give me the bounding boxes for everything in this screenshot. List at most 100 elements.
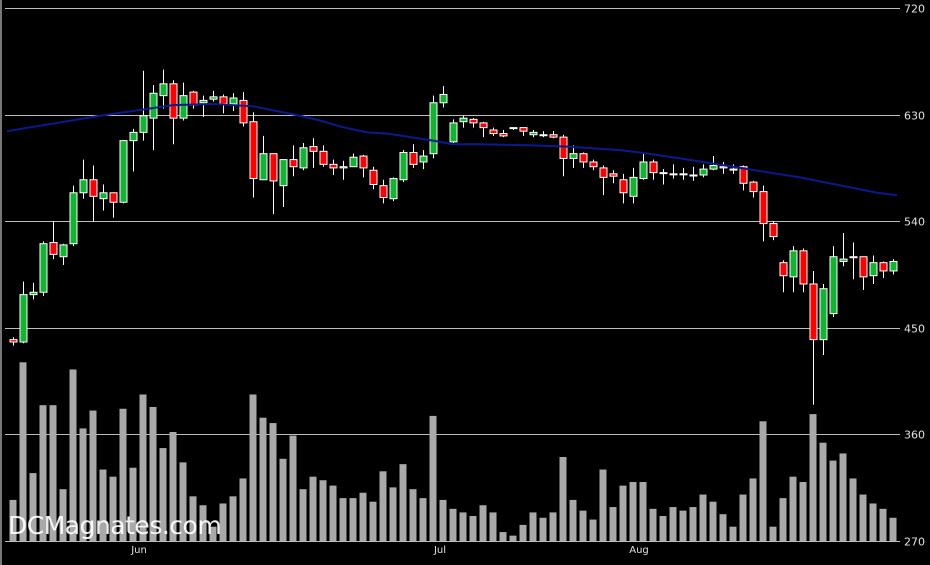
- y-tick-label: 630: [904, 110, 925, 123]
- volume-bar: [269, 423, 277, 541]
- candle-up: [69, 192, 78, 245]
- candle-down: [549, 134, 558, 138]
- candle-down: [689, 174, 698, 177]
- candle-down: [219, 96, 228, 105]
- candle-down: [729, 168, 738, 171]
- volume-bar: [349, 498, 357, 541]
- candle-up: [349, 156, 358, 168]
- candle-up: [159, 83, 168, 97]
- volume-bar: [299, 489, 307, 541]
- candle-down: [169, 83, 178, 119]
- volume-bar: [669, 507, 677, 541]
- candle-up: [869, 262, 878, 277]
- candle-up: [399, 152, 408, 181]
- volume-bar: [659, 515, 667, 541]
- candle-down: [379, 185, 388, 199]
- candle-up: [229, 97, 238, 105]
- volume-bar: [589, 519, 597, 541]
- candle-down: [649, 161, 658, 174]
- candle-up: [119, 140, 128, 203]
- volume-bar: [109, 476, 117, 541]
- y-tick-label: 270: [904, 536, 925, 549]
- volume-bar: [99, 469, 107, 541]
- volume-bar: [579, 510, 587, 541]
- volume-bar: [809, 414, 817, 541]
- candle-down: [849, 256, 858, 259]
- candle-down: [679, 173, 688, 176]
- volume-bar: [409, 489, 417, 541]
- candle-down: [329, 163, 338, 169]
- volume-bar: [89, 410, 97, 541]
- candle-down: [599, 167, 608, 178]
- volume-bar: [169, 431, 177, 541]
- candle-down: [779, 262, 788, 277]
- y-tick-label: 540: [904, 216, 925, 229]
- candle-down: [269, 153, 278, 182]
- volume-bar: [159, 448, 167, 541]
- candle-up: [29, 291, 38, 296]
- volume-bar: [229, 496, 237, 541]
- volume-bar: [509, 535, 517, 541]
- volume-bar: [39, 405, 47, 541]
- candle-down: [739, 166, 748, 184]
- volume-bar: [419, 498, 427, 541]
- candle-down: [239, 99, 248, 124]
- volume-bar: [549, 512, 557, 541]
- volume-bar: [769, 526, 777, 541]
- volume-bar: [249, 394, 257, 541]
- candle-down: [309, 146, 318, 152]
- volume-bar: [489, 512, 497, 541]
- candle-up: [709, 165, 718, 170]
- candle-down: [659, 172, 668, 175]
- volume-bar: [209, 526, 217, 541]
- moving-average: [6, 102, 898, 197]
- candle-down: [589, 161, 598, 168]
- volume-bar: [709, 501, 717, 541]
- volume-bar: [319, 480, 327, 541]
- candle-up: [279, 159, 288, 187]
- candle-down: [189, 91, 198, 106]
- volume-bar: [389, 487, 397, 541]
- volume-bar: [479, 505, 487, 541]
- volume-bar: [649, 508, 657, 541]
- candle-down: [249, 121, 258, 180]
- volume-bar: [289, 435, 297, 541]
- candle-up: [529, 131, 538, 136]
- candle-down: [619, 179, 628, 194]
- volume-bar: [449, 508, 457, 541]
- volume-bar: [59, 489, 67, 541]
- candle-down: [799, 250, 808, 285]
- candle-down: [9, 339, 18, 343]
- candle-up: [149, 92, 158, 119]
- volume-bar: [469, 515, 477, 541]
- volume-bar: [29, 473, 37, 541]
- candle-up: [419, 155, 428, 163]
- volume-bar: [859, 494, 867, 541]
- volume-bar: [499, 532, 507, 541]
- candle-down: [319, 150, 328, 165]
- volume-bar: [19, 362, 27, 541]
- volume-bar: [129, 467, 137, 541]
- candle-down: [579, 153, 588, 163]
- candle-down: [359, 155, 368, 169]
- volume-bar: [879, 508, 887, 541]
- candle-up: [59, 244, 68, 258]
- y-tick-label: 720: [904, 3, 925, 16]
- candle-up: [699, 168, 708, 176]
- candles: [9, 69, 898, 405]
- volume-bar: [819, 442, 827, 541]
- x-axis: Jun Jul Aug: [130, 545, 649, 556]
- volume-bar: [539, 517, 547, 541]
- volume-bar: [609, 507, 617, 541]
- watermark-logo: DCMagnates.com: [8, 511, 222, 540]
- candle-down: [479, 122, 488, 129]
- candle-up: [629, 176, 638, 197]
- candle-down: [89, 179, 98, 197]
- volume-bar: [699, 494, 707, 541]
- moving-average-line: [6, 102, 898, 197]
- volume-bar: [139, 394, 147, 541]
- volume-bar: [189, 496, 197, 541]
- candle-down: [759, 191, 768, 225]
- candle-down: [369, 169, 378, 185]
